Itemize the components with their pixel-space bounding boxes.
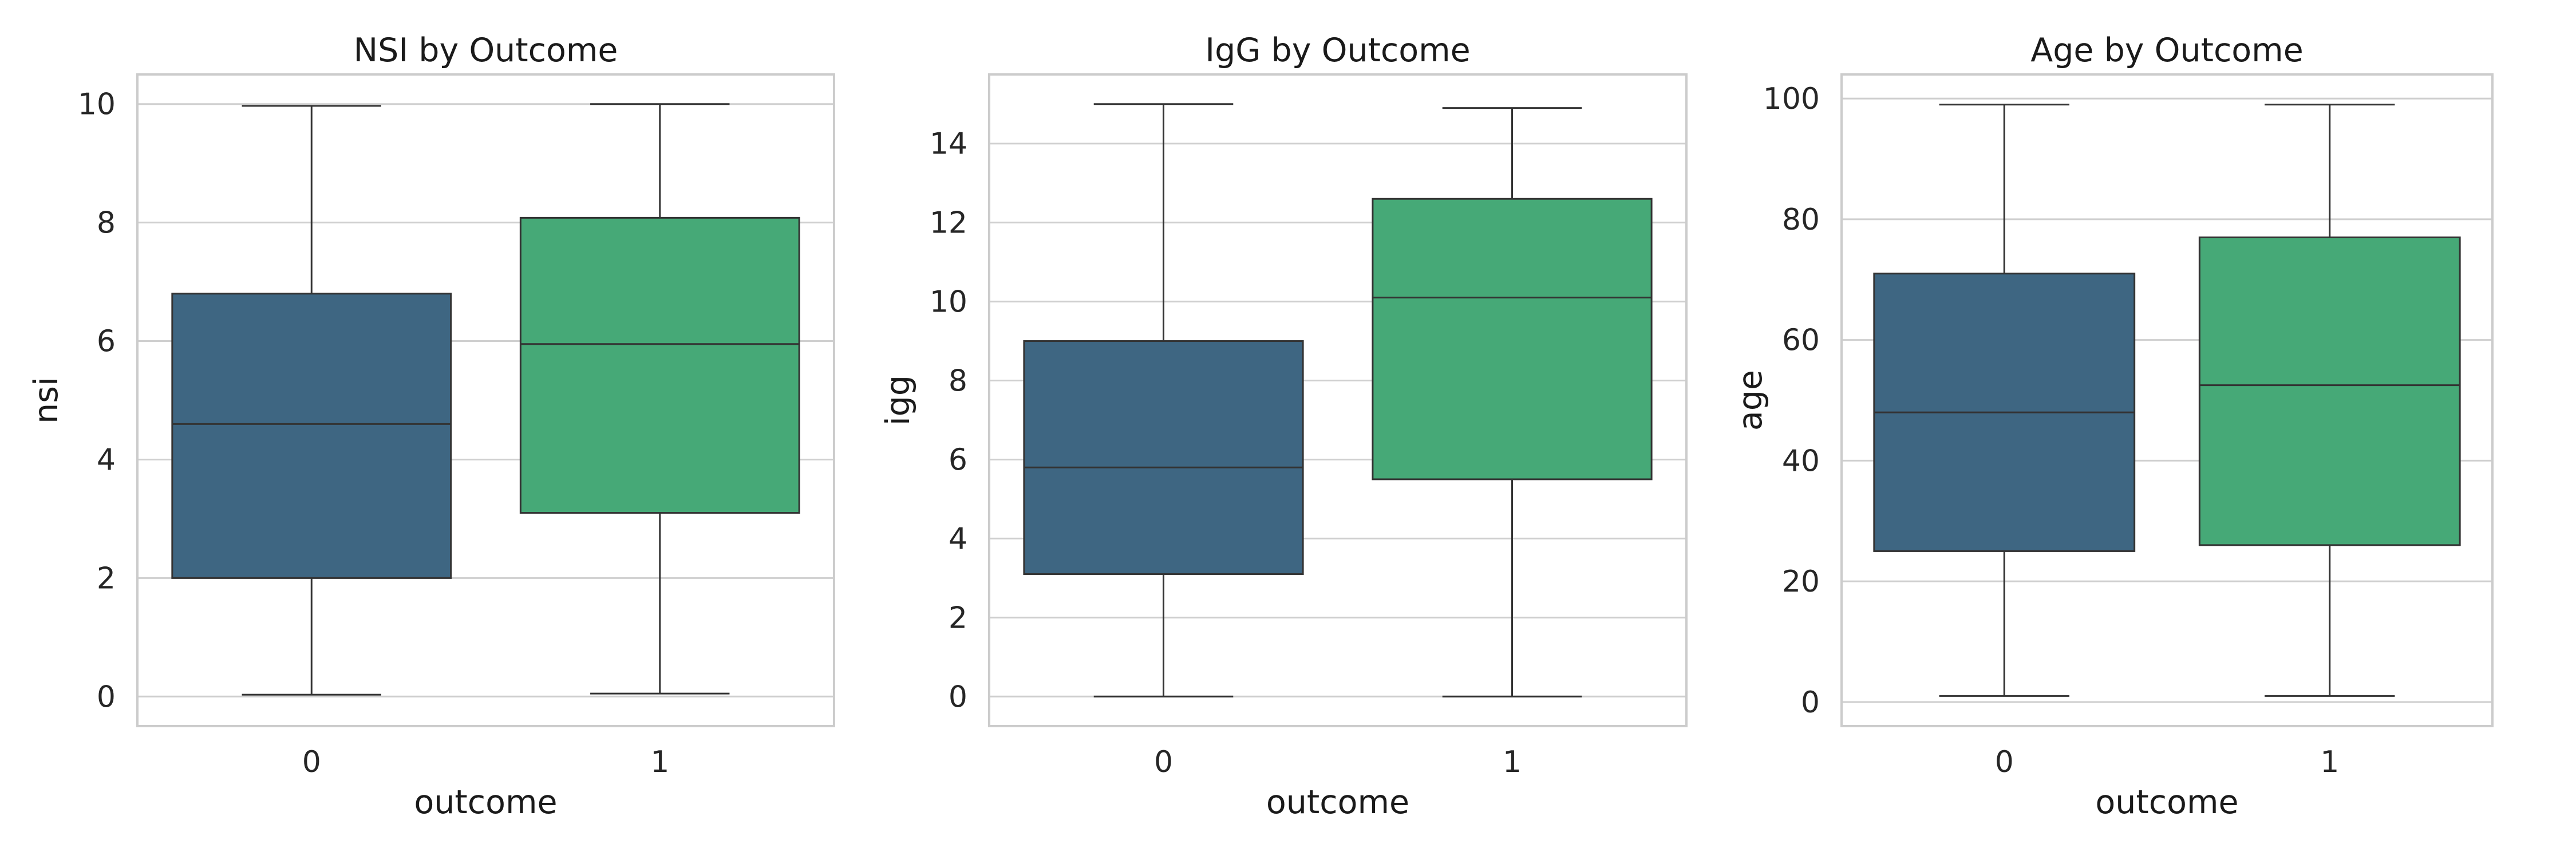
box-0: [1023, 103, 1304, 698]
y-axis-label: age: [1732, 370, 1769, 431]
y-tick-label: 4: [97, 443, 116, 477]
chart-title: NSI by Outcome: [354, 31, 618, 69]
y-tick-label: 10: [930, 285, 967, 320]
box-0: [171, 105, 452, 696]
y-tick-label: 40: [1782, 444, 1820, 478]
box-1: [1372, 107, 1653, 698]
y-axis-label: nsi: [27, 377, 65, 424]
y-tick-label: 14: [930, 127, 967, 161]
x-tick-label: 0: [302, 745, 321, 779]
x-axis-label: outcome: [414, 783, 557, 821]
y-tick-label: 12: [930, 206, 967, 241]
box-0: [1873, 104, 2136, 697]
y-tick-label: 0: [1801, 685, 1820, 720]
plot-frame: [1840, 73, 2494, 727]
box-iqr: [2198, 237, 2461, 546]
x-tick-label: 0: [1995, 745, 2014, 779]
x-axis-label: outcome: [2095, 783, 2238, 821]
y-tick-label: 2: [949, 601, 967, 635]
y-tick-label: 6: [949, 443, 967, 477]
chart-panel-1: 0 2 4 6 8 10 12 14 0 1 IgG by Outcome outcome igg: [879, 31, 1688, 821]
y-tick-label: 100: [1763, 82, 1820, 116]
x-axis-label: outcome: [1266, 783, 1409, 821]
x-tick-label: 0: [1154, 745, 1173, 779]
y-tick-label: 0: [949, 680, 967, 714]
y-tick-label: 4: [949, 522, 967, 556]
y-axis-label: igg: [879, 375, 917, 425]
chart-panel-2: 0 20 40 60 80 100 0 1 Age by Outcome outcome age: [1732, 31, 2494, 821]
x-tick-label: 1: [2320, 745, 2339, 779]
box-iqr: [1023, 340, 1304, 575]
chart-title: IgG by Outcome: [1205, 31, 1470, 69]
box-1: [2198, 104, 2461, 697]
box-1: [519, 103, 800, 695]
y-tick-label: 80: [1782, 203, 1820, 237]
plot-frame: [988, 73, 1688, 727]
chart-panel-0: 0 2 4 6 8 10 0 1 NSI by Outcome outcome nsi: [27, 31, 835, 821]
y-tick-label: 8: [949, 364, 967, 399]
box-iqr: [1372, 198, 1653, 480]
y-tick-label: 0: [97, 680, 116, 714]
chart-title: Age by Outcome: [2030, 31, 2304, 69]
y-tick-label: 8: [97, 206, 116, 241]
y-tick-label: 10: [78, 88, 116, 122]
x-tick-label: 1: [1503, 745, 1522, 779]
y-tick-label: 6: [97, 325, 116, 359]
y-tick-label: 60: [1782, 324, 1820, 358]
y-tick-label: 20: [1782, 565, 1820, 599]
box-iqr: [171, 293, 452, 579]
box-iqr: [519, 216, 800, 514]
plot-frame: [136, 73, 835, 727]
y-tick-label: 2: [97, 561, 116, 596]
x-tick-label: 1: [650, 745, 669, 779]
